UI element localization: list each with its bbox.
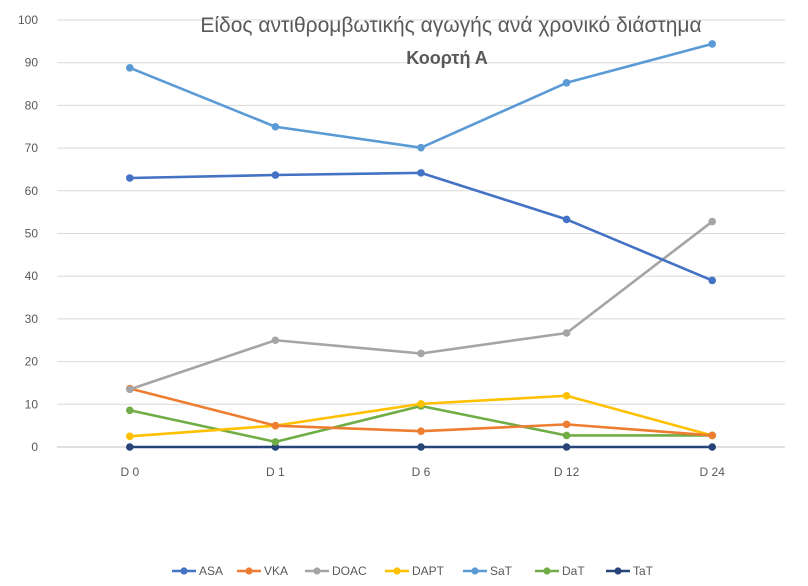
- data-point-doac: [126, 385, 134, 394]
- data-point-dat: [562, 431, 571, 440]
- legend-label: VKA: [264, 564, 288, 578]
- legend: ASA VKA DOAC DAPT SaT DaT TaT: [172, 564, 654, 578]
- y-tick-label: 40: [25, 269, 39, 283]
- series-line-doac: [128, 220, 714, 391]
- data-point-vka: [708, 431, 716, 440]
- y-tick-label: 100: [18, 13, 38, 27]
- data-point-asa: [126, 174, 134, 182]
- gridlines: [57, 19, 785, 448]
- legend-label: DaT: [562, 564, 585, 578]
- data-point-tat: [708, 443, 716, 451]
- legend-label: DOAC: [332, 564, 367, 578]
- data-point-sat: [562, 78, 571, 87]
- y-tick-label: 80: [25, 98, 39, 112]
- data-point-asa: [417, 169, 425, 177]
- y-tick-label: 90: [25, 56, 39, 70]
- data-point-tat: [126, 443, 134, 451]
- chart-subtitle: Κοορτή Α: [406, 48, 488, 68]
- data-point-doac: [271, 336, 280, 345]
- legend-label: SaT: [490, 564, 513, 578]
- legend-item-tat: TaT: [606, 564, 654, 578]
- data-point-vka: [417, 427, 425, 436]
- series-doac: [126, 217, 716, 394]
- y-axis-ticks: 0 10 20 30 40 50 60 70 80 90 100: [18, 13, 38, 454]
- data-point-sat: [126, 64, 134, 72]
- legend-marker: [245, 567, 253, 575]
- data-point-asa: [271, 171, 280, 179]
- x-axis-ticks: D 0 D 1 D 6 D 12 D 24: [120, 465, 725, 479]
- legend-item-dat: DaT: [535, 564, 585, 578]
- legend-label: TaT: [633, 564, 654, 578]
- legend-marker: [614, 567, 622, 575]
- chart-title: Είδος αντιθρομβωτικής αγωγής ανά χρονικό…: [200, 14, 701, 37]
- x-tick-label: D 24: [700, 465, 726, 479]
- x-tick-label: D 6: [412, 465, 431, 479]
- data-point-sat: [271, 122, 280, 131]
- legend-marker: [180, 567, 188, 575]
- data-point-dapt: [126, 432, 134, 441]
- data-point-vka: [271, 421, 280, 430]
- data-point-tat: [417, 443, 425, 451]
- legend-marker: [543, 567, 551, 575]
- y-tick-label: 0: [31, 440, 38, 454]
- series-asa: [126, 169, 716, 285]
- y-tick-label: 50: [25, 227, 39, 241]
- y-tick-label: 70: [25, 141, 39, 155]
- data-point-dapt: [562, 391, 571, 400]
- series-sat: [126, 40, 716, 152]
- legend-label: DAPT: [412, 564, 445, 578]
- legend-label: ASA: [199, 564, 223, 578]
- data-point-asa: [562, 215, 571, 224]
- legend-item-vka: VKA: [237, 564, 288, 578]
- y-tick-label: 20: [25, 355, 39, 369]
- x-tick-label: D 1: [266, 465, 285, 479]
- data-point-sat: [417, 143, 425, 152]
- data-point-dapt: [417, 400, 425, 408]
- legend-marker: [313, 567, 321, 575]
- data-point-tat: [562, 443, 571, 451]
- series-line-asa: [128, 171, 714, 282]
- x-tick-label: D 12: [554, 465, 580, 479]
- data-point-doac: [417, 349, 425, 358]
- data-point-doac: [562, 329, 571, 337]
- y-tick-label: 10: [25, 397, 39, 411]
- legend-item-dapt: DAPT: [385, 564, 445, 578]
- series-tat: [126, 443, 716, 451]
- legend-marker: [393, 567, 401, 575]
- data-point-vka: [562, 420, 571, 429]
- series-lines: [126, 40, 716, 451]
- legend-item-doac: DOAC: [305, 564, 367, 578]
- legend-item-sat: SaT: [463, 564, 513, 578]
- legend-marker: [471, 567, 479, 575]
- data-point-dat: [126, 406, 134, 415]
- x-tick-label: D 0: [120, 465, 139, 479]
- data-point-sat: [708, 40, 716, 48]
- y-tick-label: 60: [25, 184, 39, 198]
- data-point-dat: [271, 438, 280, 446]
- series-dat: [126, 402, 716, 446]
- data-point-asa: [708, 276, 716, 285]
- data-point-doac: [708, 217, 716, 226]
- legend-item-asa: ASA: [172, 564, 223, 578]
- y-tick-label: 30: [25, 312, 39, 326]
